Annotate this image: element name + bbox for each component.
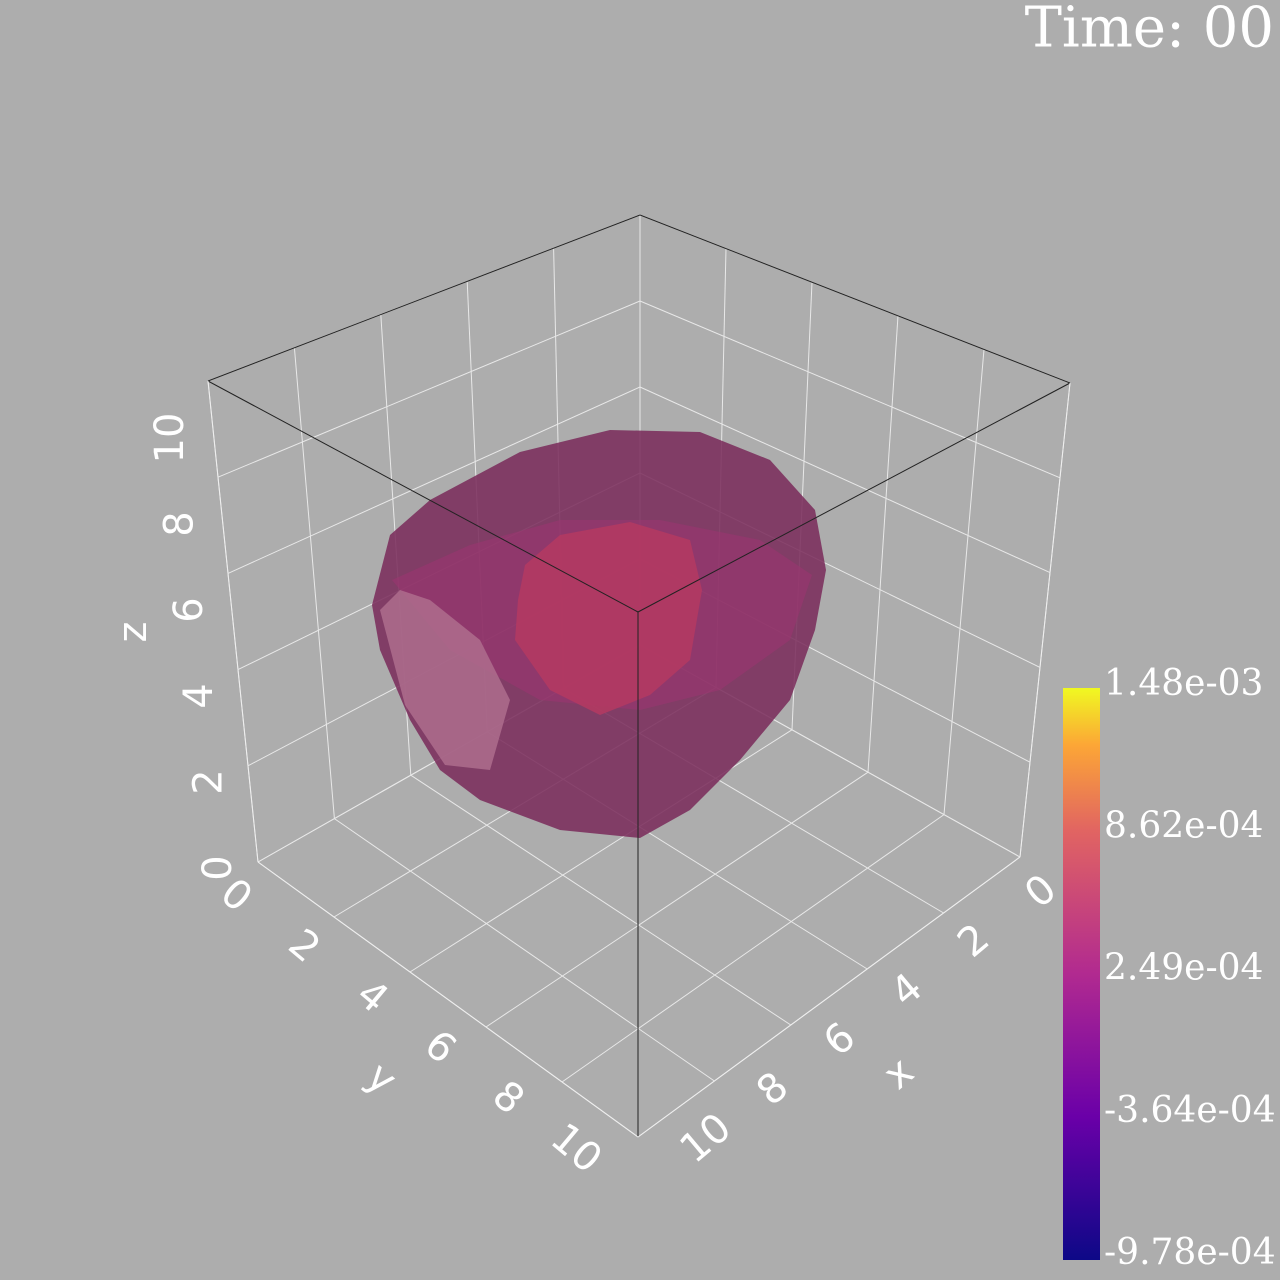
colorbar-label: 8.62e-04 [1104,805,1263,846]
colorbar [1063,688,1100,1260]
grid-line [561,814,945,1083]
grid-line [943,349,985,815]
time-label: Time: 00 [1025,0,1274,61]
cut-facet [380,590,510,770]
grid-line [410,774,792,1026]
z-axis-label: z [110,622,156,643]
grid-line [227,386,641,574]
box-edge [639,214,1071,384]
grid-line [639,300,1061,479]
z-tick-label: 10 [147,413,193,464]
z-tick-label: 8 [157,511,203,536]
box-edges [207,214,1071,1138]
grid-line [639,386,1051,574]
isosurface [372,430,826,838]
z-tick-label: 6 [166,597,212,622]
box-edge [637,856,1021,1138]
colorbar-label: -3.64e-04 [1104,1090,1276,1131]
box-edge [207,380,639,613]
box-edge [257,861,639,1138]
box-edge [207,380,259,863]
z-tick-label: 2 [185,769,231,794]
grid-line [334,818,715,1082]
grid-line [485,771,869,1028]
grid-line [217,300,641,478]
colorbar-label: -9.78e-04 [1104,1232,1276,1273]
box-edge [637,382,1071,613]
grid-line [867,315,899,773]
z-tick-label: 0 [195,855,241,880]
colorbar-labels: 1.48e-03 8.62e-04 2.49e-04 -3.64e-04 -9.78e-… [1104,663,1276,1273]
grid-line [293,347,335,819]
z-tick-label: 4 [176,683,222,708]
colorbar-label: 1.48e-03 [1104,663,1263,704]
colorbar-label: 2.49e-04 [1104,948,1263,989]
box-edge [207,214,641,382]
box-edge [1019,382,1071,858]
inner-surface [515,522,702,715]
